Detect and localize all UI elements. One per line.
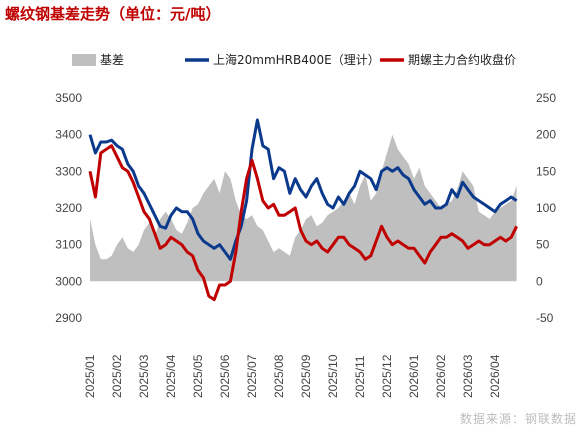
- y-left-tick-label: 2900: [55, 311, 82, 325]
- x-tick-label: 2025/09: [299, 354, 313, 398]
- x-tick-label: 2025/03: [137, 354, 151, 398]
- x-tick-label: 2025/05: [191, 354, 205, 398]
- legend-label-1: 上海20mmHRB400E（理计）: [213, 52, 380, 67]
- y-right-tick-label: -50: [536, 311, 554, 325]
- x-tick-label: 2025/06: [218, 354, 232, 398]
- y-right-tick-label: 150: [536, 164, 556, 178]
- x-tick-label: 2026/01: [407, 354, 421, 398]
- x-tick-label: 2025/10: [326, 354, 340, 398]
- series-line-1: [88, 118, 518, 261]
- y-left-tick-label: 3000: [55, 274, 82, 288]
- y-right-tick-label: 250: [536, 91, 556, 105]
- legend-swatch-basis: [72, 54, 96, 66]
- x-tick-label: 2025/11: [353, 355, 367, 398]
- axis-layer: 2900 3000 3100 3200 3300 3400 3500 -50 0 50 100 150…: [55, 91, 556, 398]
- x-tick-label: 2026/02: [434, 354, 448, 398]
- x-tick-label: 2025/01: [83, 354, 97, 398]
- legend: 基差 上海20mmHRB400E（理计） 期螺主力合约收盘价: [72, 52, 516, 67]
- x-tick-label: 2025/12: [380, 354, 394, 398]
- x-tick-label: 2025/08: [272, 354, 286, 398]
- chart-title: 螺纹钢基差走势（单位：元/吨）: [5, 5, 221, 23]
- x-tick-label: 2025/07: [245, 354, 259, 398]
- legend-label-2: 期螺主力合约收盘价: [408, 52, 516, 67]
- x-tick-label: 2026/04: [488, 354, 502, 398]
- y-left-tick-label: 3300: [55, 164, 82, 178]
- x-tick-label: 2026/03: [461, 354, 475, 398]
- series-area-basis: [90, 134, 517, 282]
- y-left-tick-label: 3200: [55, 201, 82, 215]
- y-right-tick-label: 200: [536, 128, 556, 142]
- y-right-tick-label: 0: [536, 274, 543, 288]
- area-layer: [90, 134, 517, 282]
- y-left-tick-label: 3500: [55, 91, 82, 105]
- y-left-tick-label: 3400: [55, 128, 82, 142]
- source-note: 数据来源：钢联数据: [459, 412, 577, 426]
- y-right-tick-label: 100: [536, 201, 556, 215]
- x-tick-label: 2025/04: [164, 354, 178, 398]
- y-right-tick-label: 50: [536, 238, 550, 252]
- series-line-2: [88, 144, 518, 302]
- y-left-tick-label: 3100: [55, 238, 82, 252]
- x-tick-label: 2025/02: [110, 354, 124, 398]
- legend-label-0: 基差: [100, 53, 124, 67]
- line-layer: [88, 118, 518, 302]
